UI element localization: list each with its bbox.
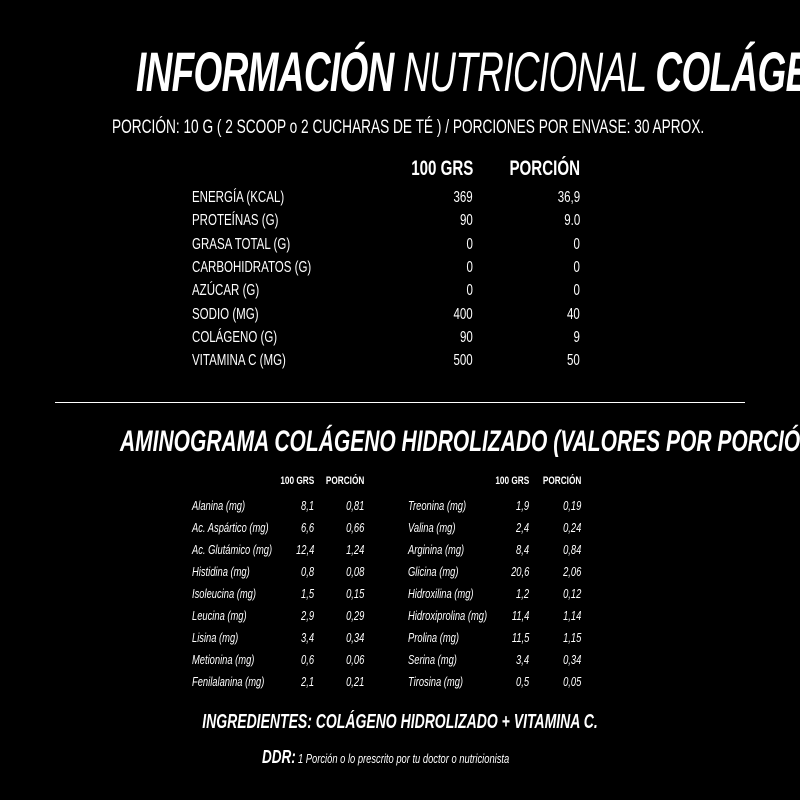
amino-value: 11,5	[511, 630, 529, 646]
amino-value: 0,29	[345, 608, 364, 623]
amino-value: 0,34	[562, 652, 581, 668]
amino-label: Alanina (mg)	[192, 497, 246, 513]
amino-value: 0,08	[345, 563, 364, 579]
amino-label: Serina (mg)	[408, 652, 457, 668]
nutrient-label: COLÁGENO (G)	[192, 328, 278, 346]
amino-label: Tirosina (mg)	[408, 674, 464, 690]
title: INFORMACIÓN NUTRICIONAL COLÁGENO	[136, 44, 800, 100]
column-header: 100 GRS	[410, 156, 473, 180]
amino-value: 0,84	[562, 541, 581, 557]
ingredients: INGREDIENTES: COLÁGENO HIDROLIZADO + VIT…	[202, 711, 598, 733]
amino-value: 2,1	[300, 674, 314, 690]
title-part: COLÁGENO	[655, 40, 800, 103]
nutrient-value: 0	[466, 235, 473, 253]
amino-label: Treonina (mg)	[408, 497, 467, 513]
nutrient-label: VITAMINA C (MG)	[192, 352, 286, 370]
nutrient-value: 36,9	[557, 189, 580, 206]
amino-label: Hidroxiprolina (mg)	[408, 608, 488, 623]
amino-value: 1,14	[562, 608, 581, 623]
amino-value: 12,4	[295, 541, 314, 557]
amino-label: Metionina (mg)	[192, 652, 255, 668]
amino-label: Glicina (mg)	[408, 563, 459, 579]
column-header: PORCIÓN	[542, 474, 581, 487]
amino-value: 1,2	[515, 585, 529, 601]
amino-value: 1,5	[300, 585, 314, 601]
nutrient-value: 400	[453, 305, 473, 323]
nutrient-value: 9	[573, 328, 580, 346]
nutrient-value: 90	[460, 212, 473, 230]
column-header: PORCIÓN	[509, 156, 580, 180]
nutrient-value: 0	[573, 258, 580, 276]
amino-label: Ac. Glutámico (mg)	[192, 541, 273, 557]
amino-value: 0,19	[562, 497, 581, 513]
amino-value: 11,4	[511, 608, 529, 623]
amino-value: 0,66	[345, 519, 364, 535]
title-part: INFORMACIÓN	[136, 40, 394, 103]
nutrient-label: GRASA TOTAL (G)	[192, 235, 291, 253]
amino-value: 2,9	[300, 608, 314, 623]
amino-label: Valina (mg)	[408, 519, 456, 535]
nutrient-value: 90	[460, 328, 473, 346]
amino-value: 0,21	[345, 674, 364, 690]
amino-value: 0,12	[562, 585, 581, 601]
title-part: NUTRICIONAL	[403, 40, 646, 103]
amino-label: Leucina (mg)	[192, 608, 247, 623]
amino-value: 8,1	[300, 497, 314, 513]
ddr-text: 1 Porción o lo prescrito por tu doctor o…	[298, 750, 510, 766]
amino-label: Lisina (mg)	[192, 630, 239, 646]
amino-label: Isoleucina (mg)	[192, 585, 256, 601]
amino-value: 1,24	[345, 541, 364, 557]
column-header: 100 GRS	[495, 474, 529, 487]
section-title: AMINOGRAMA COLÁGENO HIDROLIZADO (VALORES…	[120, 425, 800, 458]
amino-value: 3,4	[300, 630, 314, 646]
amino-value: 0,81	[345, 497, 364, 513]
amino-label: Ac. Aspártico (mg)	[192, 519, 269, 535]
ddr-label: DDR:	[262, 747, 296, 767]
amino-value: 0,06	[345, 652, 364, 668]
amino-label: Hidroxilina (mg)	[408, 585, 474, 601]
nutrient-value: 0	[466, 282, 473, 300]
nutrient-value: 0	[573, 235, 580, 253]
nutrient-value: 369	[453, 189, 473, 206]
nutrient-value: 40	[567, 305, 580, 323]
nutrient-value: 0	[466, 258, 473, 276]
amino-value: 0,15	[345, 585, 364, 601]
amino-label: Prolina (mg)	[408, 630, 459, 646]
serving-info: PORCIÓN: 10 G ( 2 SCOOP o 2 CUCHARAS DE …	[112, 116, 705, 138]
nutrient-value: 50	[567, 352, 580, 370]
amino-value: 8,4	[515, 541, 529, 557]
nutrient-label: PROTEÍNAS (G)	[192, 212, 279, 230]
nutrient-label: AZÚCAR (G)	[192, 282, 260, 300]
nutrient-label: CARBOHIDRATOS (G)	[192, 258, 312, 276]
amino-label: Fenilalanina (mg)	[192, 674, 265, 690]
amino-value: 6,6	[300, 519, 314, 535]
nutrient-value: 9.0	[563, 212, 580, 230]
amino-value: 2,4	[515, 519, 529, 535]
amino-value: 3,4	[515, 652, 529, 668]
nutrient-label: SODIO (MG)	[192, 305, 259, 323]
amino-value: 1,15	[562, 630, 581, 646]
amino-label: Arginina (mg)	[408, 541, 465, 557]
column-header: PORCIÓN	[325, 474, 364, 487]
amino-value: 0,24	[562, 519, 581, 535]
nutrient-label: ENERGÍA (KCAL)	[192, 189, 285, 206]
nutrient-value: 500	[453, 352, 473, 370]
column-header: 100 GRS	[280, 474, 314, 487]
amino-value: 20,6	[510, 563, 529, 579]
amino-value: 0,8	[300, 563, 314, 579]
amino-value: 0,5	[515, 674, 529, 690]
amino-value: 2,06	[562, 563, 581, 579]
amino-value: 0,05	[562, 674, 581, 690]
nutrient-value: 0	[573, 282, 580, 300]
divider	[55, 402, 745, 403]
amino-label: Histidina (mg)	[192, 563, 250, 579]
amino-value: 0,34	[345, 630, 364, 646]
amino-value: 0,6	[300, 652, 314, 668]
amino-value: 1,9	[515, 497, 529, 513]
